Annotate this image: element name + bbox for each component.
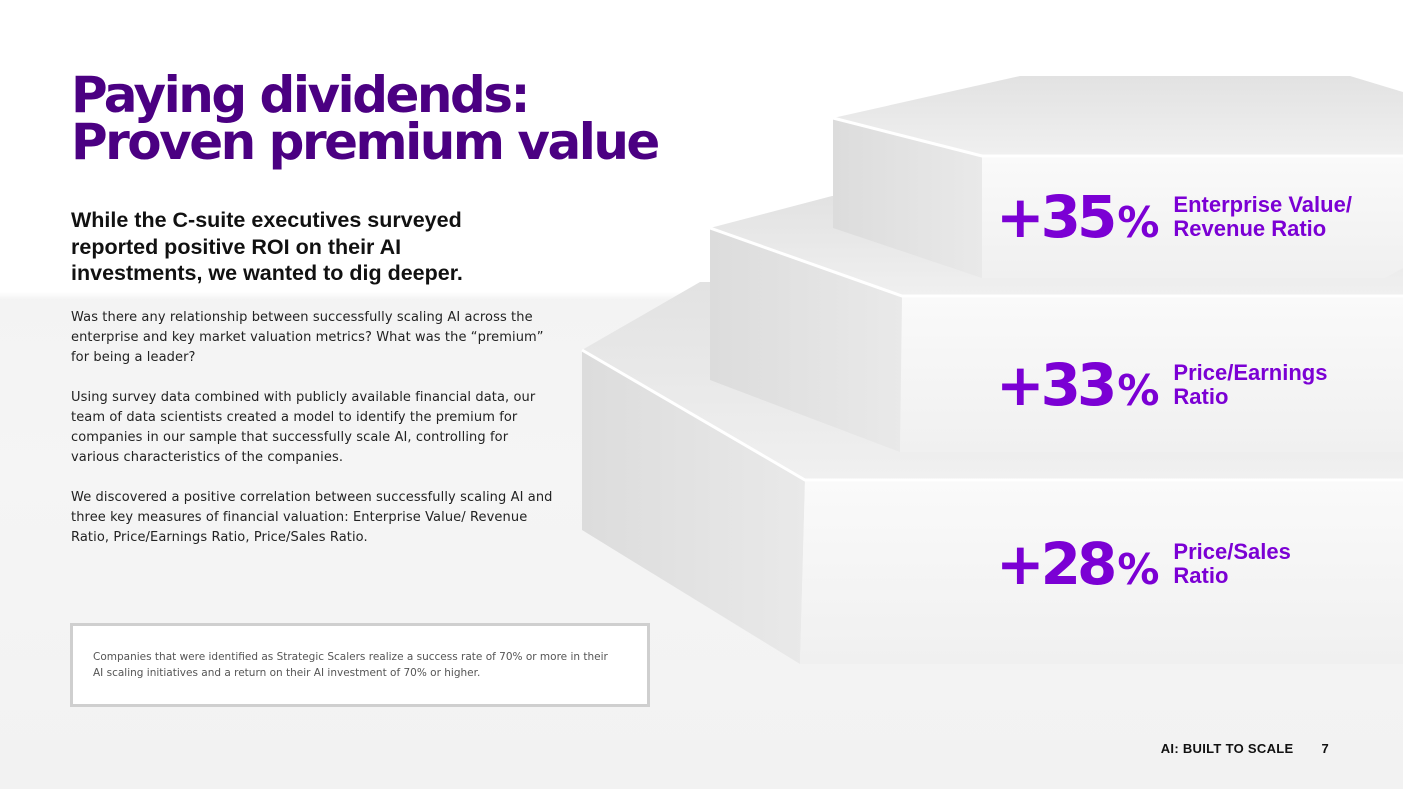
stat-price-sales: +28% Price/Sales Ratio (996, 535, 1291, 593)
stat-value-number: +35 (996, 183, 1117, 251)
stat-label-line-2: Revenue Ratio (1173, 216, 1327, 241)
page-title-line-2: Proven premium value (71, 113, 660, 171)
stat-label: Price/Sales Ratio (1173, 540, 1290, 588)
stat-label-line-2: Ratio (1173, 384, 1229, 409)
stat-value-number: +33 (996, 351, 1117, 419)
subtitle: While the C-suite executives surveyed re… (71, 208, 463, 285)
stat-value-unit: % (1117, 366, 1160, 415)
stat-value-unit: % (1117, 198, 1160, 247)
page-title-line-1: Paying dividends: (71, 66, 531, 124)
body-text: Was there any relationship between succe… (71, 308, 556, 568)
stat-label-line-1: Price/Earnings (1173, 360, 1328, 385)
stat-label-line-1: Enterprise Value/ (1173, 192, 1352, 217)
stat-value: +33% (996, 356, 1159, 414)
pedestal-tier-top (832, 76, 1403, 278)
stat-label: Enterprise Value/ Revenue Ratio (1173, 193, 1352, 241)
stat-value: +28% (996, 535, 1159, 593)
stat-label: Price/Earnings Ratio (1173, 361, 1327, 409)
page-title: Paying dividends: Proven premium value (71, 66, 660, 171)
stat-enterprise-value: +35% Enterprise Value/ Revenue Ratio (996, 188, 1352, 246)
stat-value-unit: % (1117, 545, 1160, 594)
stat-price-earnings: +33% Price/Earnings Ratio (996, 356, 1327, 414)
footer-report-name: AI: BUILT TO SCALE (1160, 741, 1294, 756)
footer-page-number: 7 (1321, 741, 1329, 756)
page-footer: AI: BUILT TO SCALE 7 (1161, 741, 1329, 756)
body-paragraph-3: We discovered a positive correlation bet… (71, 490, 553, 545)
callout-note-box: Companies that were identified as Strate… (70, 623, 650, 707)
stat-value-number: +28 (996, 530, 1117, 598)
stat-label-line-2: Ratio (1173, 563, 1229, 588)
stat-label-line-1: Price/Sales (1173, 539, 1291, 564)
stat-value: +35% (996, 188, 1159, 246)
callout-note-text: Companies that were identified as Strate… (93, 651, 608, 679)
body-paragraph-2: Using survey data combined with publicly… (71, 390, 536, 465)
body-paragraph-1: Was there any relationship between succe… (71, 310, 544, 365)
stepped-pedestal-illustration (581, 76, 1403, 664)
